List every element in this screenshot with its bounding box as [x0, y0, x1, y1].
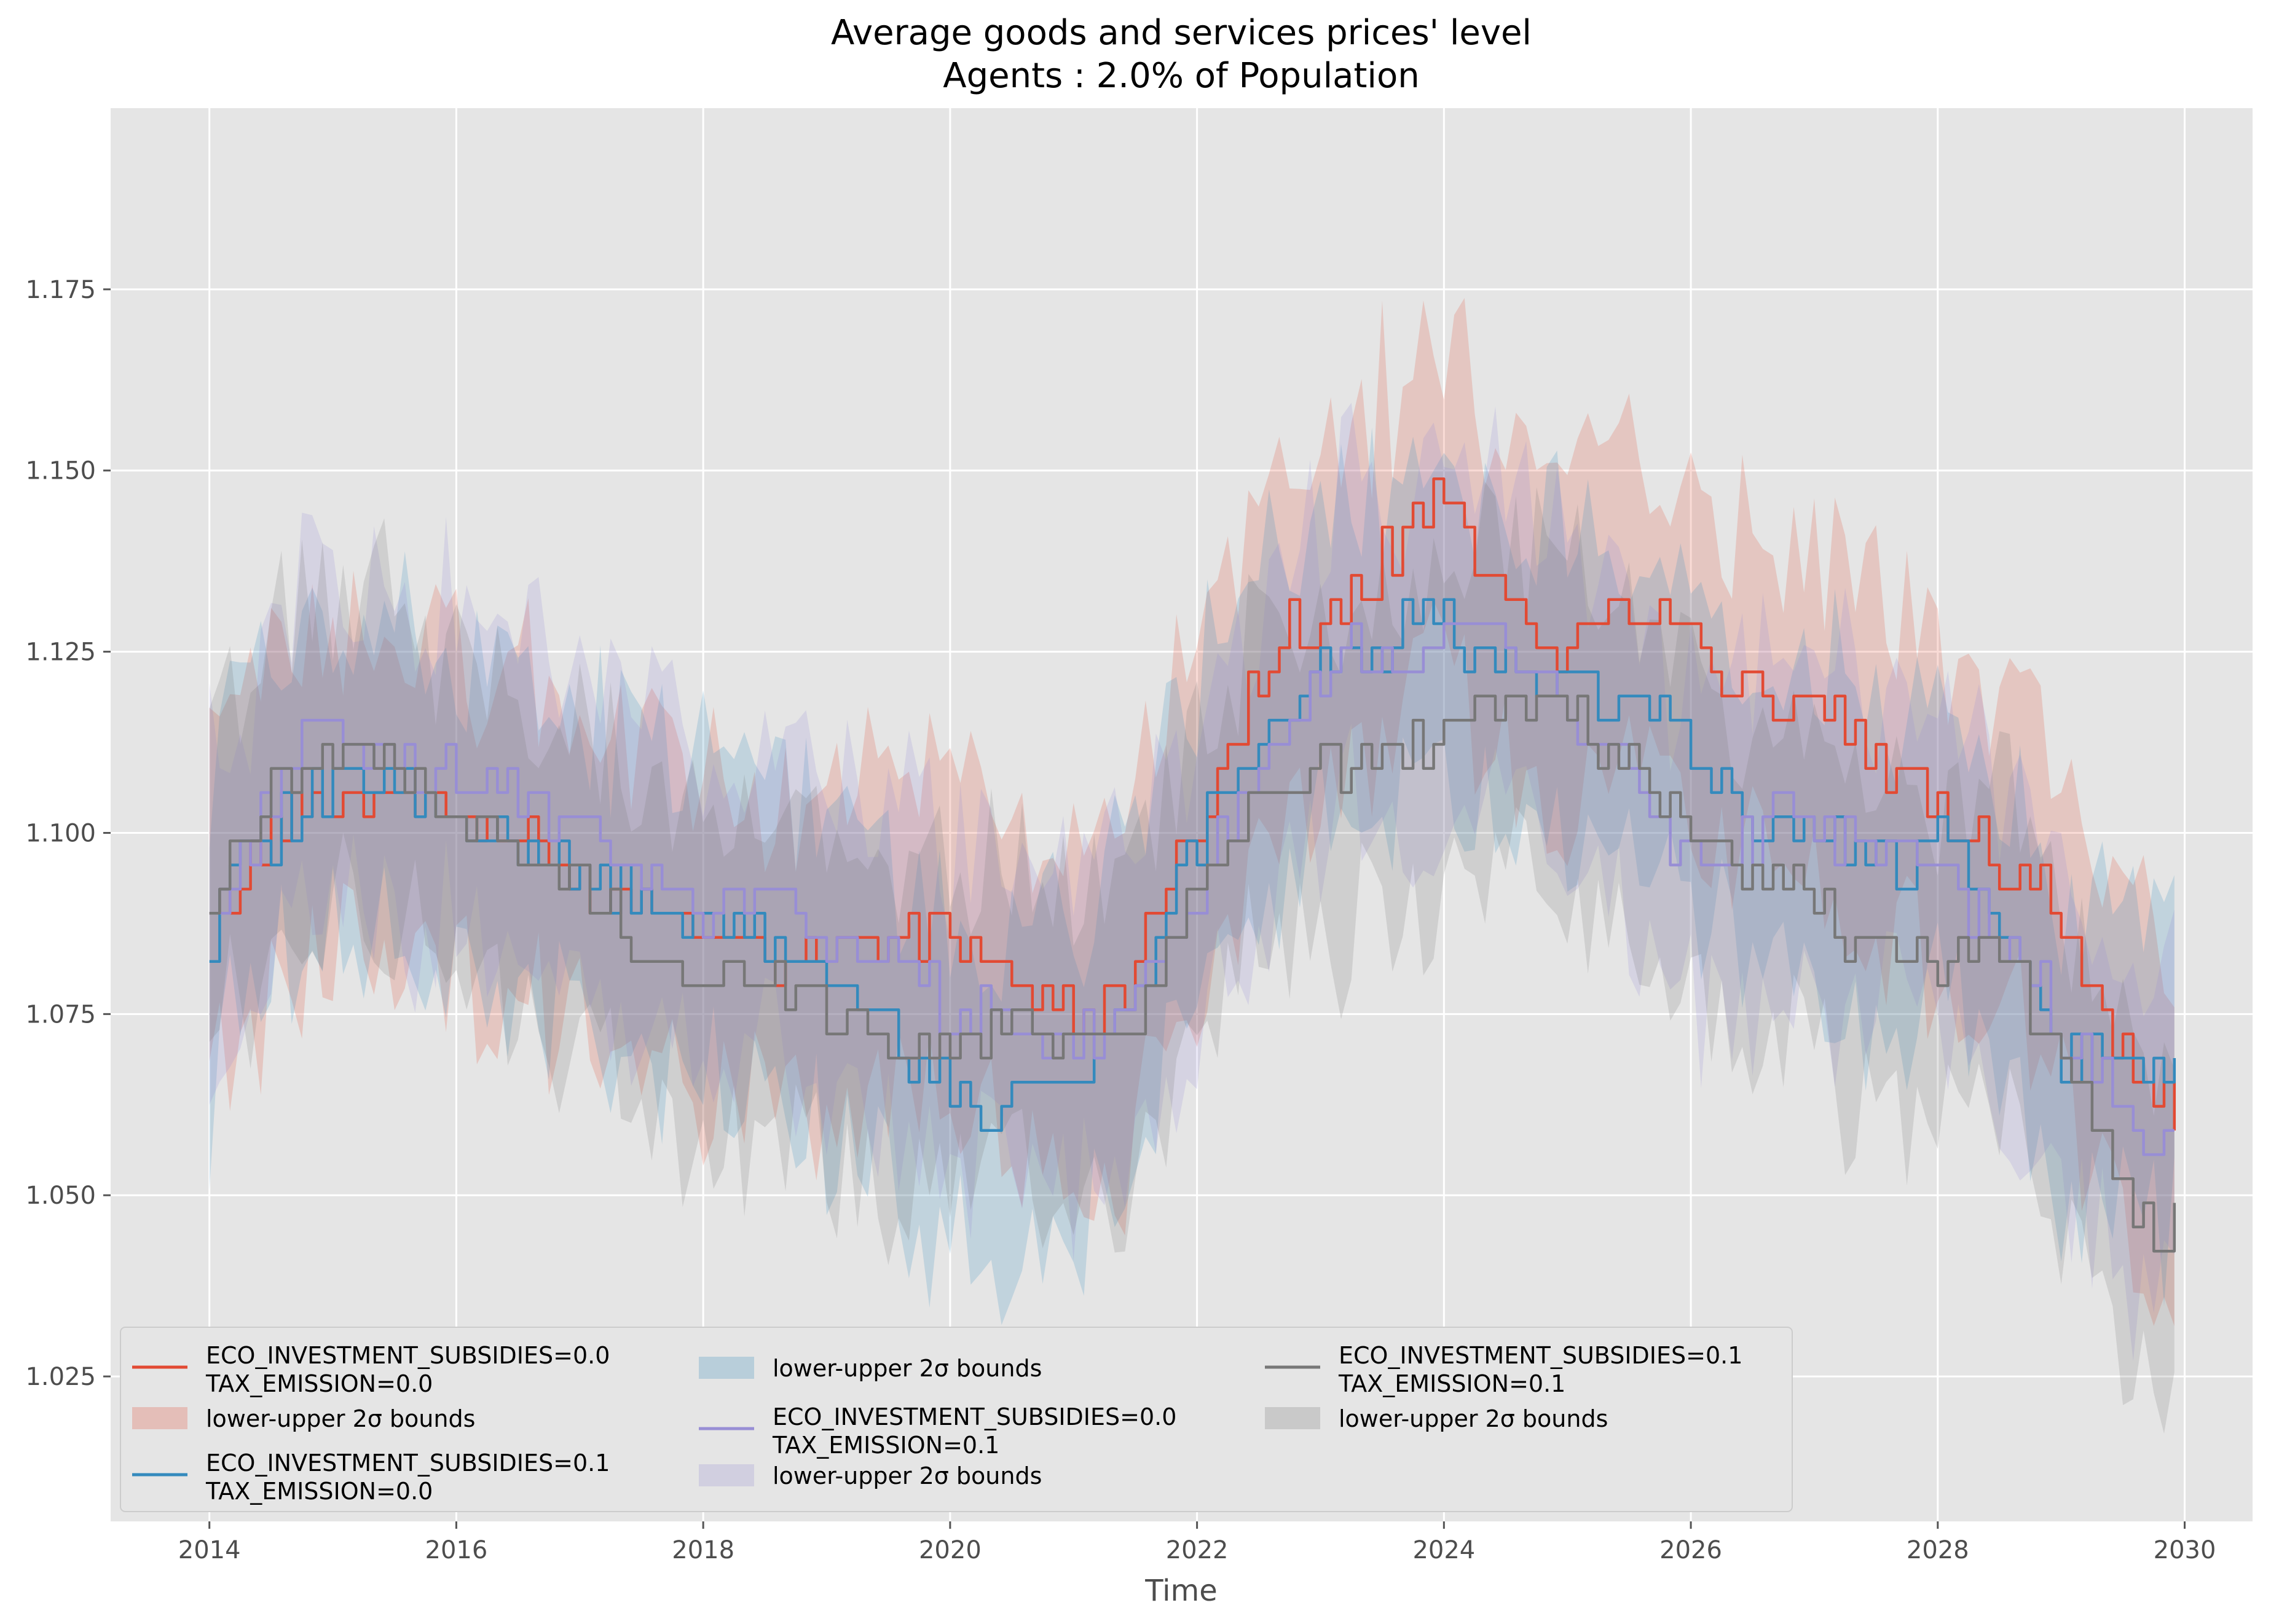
x-tick-label: 2026 — [1659, 1536, 1722, 1564]
y-tick-label: 1.150 — [25, 457, 96, 485]
axis-ticks: 2014 2016 2018 2020 2022 2024 2026 2028 2030 1.02… — [25, 276, 2216, 1564]
legend-series-label: ECO_INVESTMENT_SUBSIDIES=0.1 — [206, 1449, 610, 1477]
x-tick-label: 2014 — [178, 1536, 241, 1564]
y-tick-label: 1.075 — [25, 1000, 96, 1029]
x-tick-label: 2030 — [2154, 1536, 2216, 1564]
legend-frame — [120, 1327, 1793, 1512]
legend-band-label: lower-upper 2σ bounds — [206, 1405, 475, 1432]
y-tick-label: 1.050 — [25, 1182, 96, 1210]
x-tick-label: 2024 — [1412, 1536, 1475, 1564]
x-tick-label: 2018 — [672, 1536, 734, 1564]
y-tick-label: 1.175 — [25, 276, 96, 304]
legend-band-swatch — [699, 1464, 754, 1486]
legend-series-label: TAX_EMISSION=0.1 — [772, 1432, 999, 1459]
series-line-4 — [209, 694, 2176, 1253]
legend-series-label: TAX_EMISSION=0.0 — [205, 1478, 433, 1505]
x-tick-label: 2028 — [1907, 1536, 1969, 1564]
legend-series-label: TAX_EMISSION=0.0 — [205, 1370, 433, 1397]
y-tick-label: 1.100 — [25, 819, 96, 847]
confidence-band-1 — [209, 298, 2175, 1327]
legend-series-label: TAX_EMISSION=0.1 — [1338, 1370, 1565, 1397]
chart-title: Average goods and services prices' level — [831, 13, 1532, 53]
x-tick-label: 2022 — [1166, 1536, 1229, 1564]
legend: ECO_INVESTMENT_SUBSIDIES=0.0TAX_EMISSION… — [120, 1327, 1793, 1512]
legend-band-label: lower-upper 2σ bounds — [773, 1355, 1042, 1382]
chart-subtitle: Agents : 2.0% of Population — [943, 56, 1419, 96]
plot-area — [111, 108, 2253, 1521]
confidence-band-3 — [209, 402, 2175, 1362]
x-tick-label: 2020 — [919, 1536, 982, 1564]
legend-series-label: ECO_INVESTMENT_SUBSIDIES=0.0 — [206, 1342, 610, 1369]
legend-band-swatch — [132, 1407, 187, 1429]
y-tick-label: 1.125 — [25, 638, 96, 667]
legend-band-label: lower-upper 2σ bounds — [773, 1462, 1042, 1489]
legend-series-label: ECO_INVESTMENT_SUBSIDIES=0.1 — [1339, 1342, 1742, 1369]
x-axis-label: Time — [1144, 1574, 1217, 1608]
confidence-band-2 — [209, 427, 2175, 1325]
series-lines — [209, 477, 2176, 1253]
legend-band-label: lower-upper 2σ bounds — [1339, 1405, 1608, 1432]
legend-band-swatch — [699, 1357, 754, 1379]
y-tick-label: 1.025 — [25, 1363, 96, 1391]
legend-band-swatch — [1265, 1407, 1320, 1429]
legend-series-label: ECO_INVESTMENT_SUBSIDIES=0.0 — [773, 1403, 1176, 1430]
x-tick-label: 2016 — [425, 1536, 488, 1564]
